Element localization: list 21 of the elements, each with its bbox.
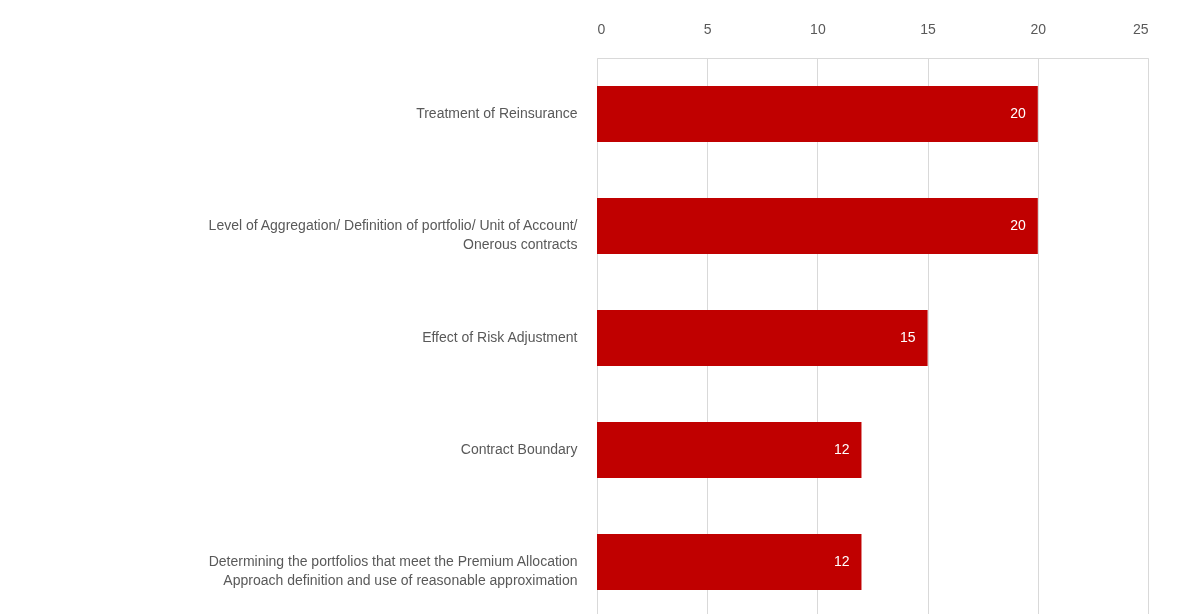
y-tick-label: Contract Boundary bbox=[460, 441, 578, 457]
data-label: 20 bbox=[1010, 217, 1027, 233]
data-label: 20 bbox=[1010, 105, 1027, 121]
y-tick-label: Determining the portfolios that meet the Premium Allocation Approach definition and use of reasonable approximation bbox=[208, 553, 578, 588]
data-label: 12 bbox=[833, 441, 850, 457]
bar bbox=[597, 310, 928, 366]
bar bbox=[597, 198, 1038, 254]
y-tick-label: Effect of Risk Adjustment bbox=[422, 329, 578, 345]
bar bbox=[597, 534, 862, 590]
bar bbox=[597, 422, 862, 478]
x-tick-label: 15 bbox=[920, 20, 937, 37]
x-tick-label: 0 bbox=[597, 20, 606, 37]
y-tick-label: Level of Aggregation/ Definition of portfolio/ Unit of Account/ Onerous contracts bbox=[208, 217, 578, 252]
x-tick-label: 25 bbox=[1132, 20, 1149, 37]
x-tick-label: 5 bbox=[703, 20, 712, 37]
data-label: 15 bbox=[900, 329, 916, 345]
data-label: 12 bbox=[833, 553, 850, 569]
bar bbox=[597, 86, 1038, 142]
x-tick-label: 20 bbox=[1030, 20, 1047, 37]
y-tick-label: Treatment of Reinsurance bbox=[416, 105, 578, 121]
x-tick-label: 10 bbox=[810, 20, 826, 37]
